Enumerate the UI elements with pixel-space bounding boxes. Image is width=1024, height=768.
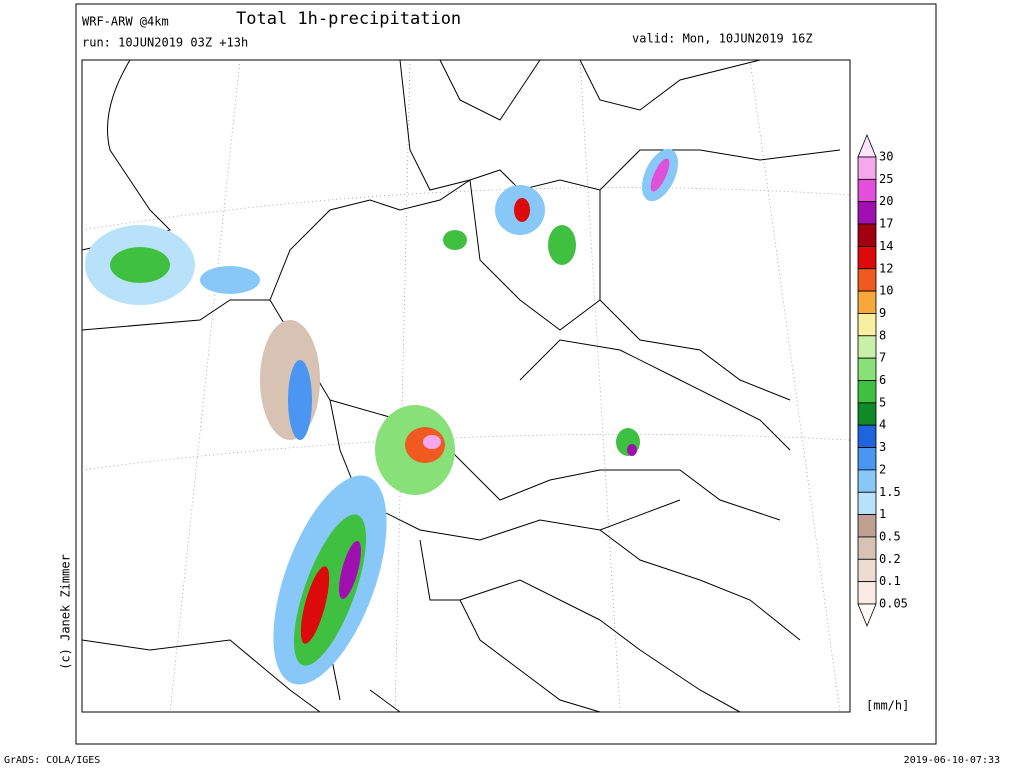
precip-area bbox=[423, 435, 441, 449]
precip-area bbox=[443, 230, 467, 250]
precip-area bbox=[200, 266, 260, 294]
colorbar-label: 17 bbox=[879, 217, 893, 231]
colorbar-label: 7 bbox=[879, 351, 886, 365]
colorbar-label: 1.5 bbox=[879, 485, 901, 499]
colorbar-box bbox=[857, 536, 877, 560]
graticule bbox=[81, 59, 851, 713]
valid-label: valid: Mon, 10JUN2019 16Z bbox=[632, 32, 813, 46]
precip-area bbox=[548, 225, 576, 265]
colorbar-label: 8 bbox=[879, 328, 886, 342]
colorbar-label: 10 bbox=[879, 284, 893, 298]
colorbar-label: 0.2 bbox=[879, 552, 901, 566]
colorbar-box bbox=[857, 514, 877, 538]
colorbar-label: 25 bbox=[879, 172, 893, 186]
title: Total 1h-precipitation bbox=[236, 9, 461, 29]
colorbar-label: 12 bbox=[879, 261, 893, 275]
run-label: run: 10JUN2019 03Z +13h bbox=[82, 36, 248, 50]
colorbar-box bbox=[857, 380, 877, 404]
precip-area bbox=[339, 540, 361, 600]
colorbar-label: 0.1 bbox=[879, 574, 901, 588]
colorbar-label: 3 bbox=[879, 440, 886, 454]
colorbar-label: 20 bbox=[879, 194, 893, 208]
colorbar-box bbox=[857, 357, 877, 381]
colorbar-box bbox=[857, 335, 877, 359]
colorbar-label: 4 bbox=[879, 418, 886, 432]
precip-area bbox=[627, 444, 637, 456]
precip-area bbox=[300, 566, 330, 644]
colorbar-label: 2 bbox=[879, 462, 886, 476]
colorbar-box bbox=[857, 156, 877, 180]
colorbar-box bbox=[857, 447, 877, 471]
colorbar-box bbox=[857, 223, 877, 247]
precip-area bbox=[110, 247, 170, 283]
colorbar-label: 9 bbox=[879, 306, 886, 320]
colorbar-box bbox=[857, 424, 877, 448]
colorbar-label: 6 bbox=[879, 373, 886, 387]
colorbar-box bbox=[857, 402, 877, 426]
model-label: WRF-ARW @4km bbox=[82, 15, 169, 29]
credit: (c) Janek Zimmer bbox=[59, 554, 73, 670]
precip-area bbox=[650, 158, 670, 192]
footer-right: 2019-06-10-07:33 bbox=[904, 755, 1000, 766]
colorbar-box bbox=[857, 469, 877, 493]
colorbar-label: 0.5 bbox=[879, 529, 901, 543]
map-frame bbox=[81, 59, 851, 713]
colorbar-label: 30 bbox=[879, 150, 893, 164]
colorbar-box bbox=[857, 201, 877, 225]
colorbar-cap bbox=[857, 603, 877, 628]
coastlines bbox=[81, 59, 841, 713]
colorbar-box bbox=[857, 491, 877, 516]
colorbar-label: 0.05 bbox=[879, 597, 908, 611]
footer-left: GrADS: COLA/IGES bbox=[4, 755, 100, 766]
colorbar-box bbox=[857, 313, 877, 337]
colorbar-label: 14 bbox=[879, 239, 893, 253]
colorbar-box bbox=[857, 178, 877, 203]
unit-label: [mm/h] bbox=[866, 699, 909, 713]
colorbar-box bbox=[857, 268, 877, 292]
precip-area bbox=[514, 198, 530, 222]
colorbar: 30 25 20 17 14 12 10 9 8 7 6 5 4 3 2 1.5 1 0.5 0.2 0.1 0.05 bbox=[857, 133, 908, 628]
precipitation bbox=[85, 148, 679, 685]
colorbar-box bbox=[857, 581, 877, 605]
colorbar-box bbox=[857, 245, 877, 270]
colorbar-box bbox=[857, 290, 877, 314]
colorbar-label: 1 bbox=[879, 507, 886, 521]
map bbox=[81, 59, 851, 713]
precip-area bbox=[288, 360, 312, 440]
colorbar-label: 5 bbox=[879, 395, 886, 409]
colorbar-box bbox=[857, 558, 877, 583]
